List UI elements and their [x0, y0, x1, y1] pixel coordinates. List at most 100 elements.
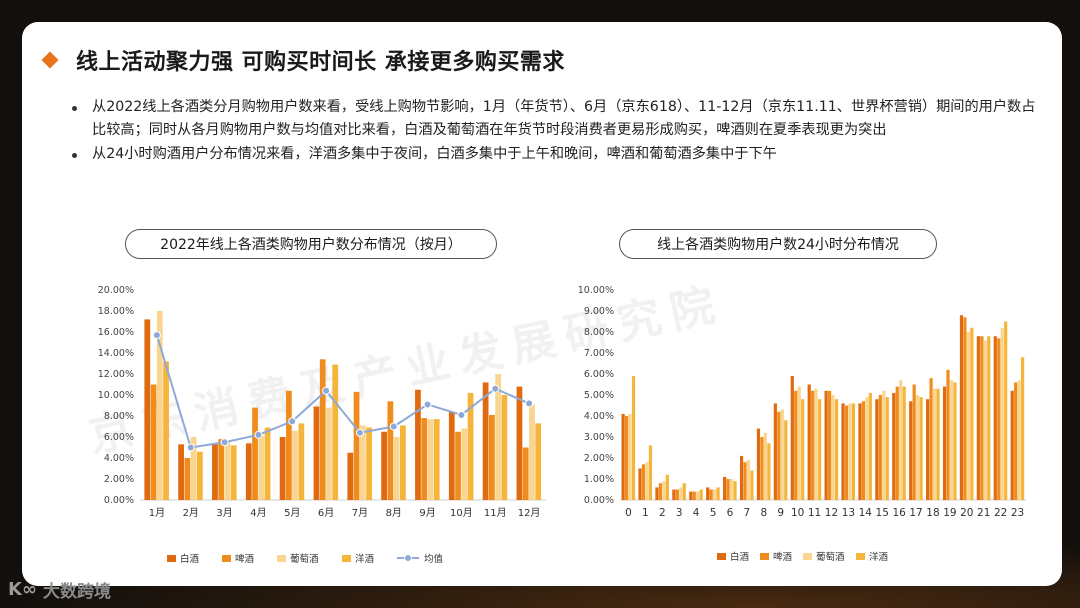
bar-啤酒: [946, 369, 950, 500]
bar-葡萄酒: [258, 435, 265, 500]
bar-洋酒: [648, 445, 653, 500]
bar-洋酒: [400, 425, 406, 500]
bar-洋酒: [501, 395, 508, 500]
bar-啤酒: [827, 390, 832, 500]
x-tick-label: 13: [842, 507, 855, 519]
x-tick-label: 21: [977, 507, 990, 519]
bar-白酒: [415, 389, 421, 500]
x-tick-label: 6: [727, 507, 734, 519]
bar-葡萄酒: [983, 340, 987, 500]
bar-葡萄酒: [359, 425, 366, 500]
y-tick-label: 16.00%: [98, 327, 134, 338]
diamond-bullet-icon: [41, 51, 59, 69]
bar-白酒: [858, 403, 862, 500]
bar-白酒: [942, 386, 947, 500]
bar-葡萄酒: [814, 388, 818, 500]
bar-葡萄酒: [393, 437, 400, 500]
bar-葡萄酒: [662, 481, 666, 500]
bar-白酒: [756, 428, 761, 500]
legend-swatch: [717, 553, 726, 560]
y-tick-label: 12.00%: [98, 369, 134, 380]
x-tick-label: 3月: [216, 507, 232, 519]
bar-洋酒: [163, 361, 169, 500]
bar-白酒: [773, 403, 777, 500]
y-tick-label: 4.00%: [104, 453, 134, 464]
bar-啤酒: [522, 447, 529, 500]
bar-白酒: [482, 382, 489, 500]
average-point: [355, 428, 364, 437]
y-tick-label: 8.00%: [104, 411, 134, 422]
bar-洋酒: [902, 386, 906, 500]
bar-葡萄酒: [292, 430, 299, 500]
bar-白酒: [347, 452, 354, 500]
x-tick-label: 9月: [419, 507, 435, 519]
bar-葡萄酒: [882, 390, 886, 500]
x-tick-label: 4月: [250, 507, 266, 519]
x-tick-label: 15: [876, 507, 889, 519]
average-line: [155, 334, 530, 449]
bar-洋酒: [197, 451, 203, 500]
y-tick-label: 20.00%: [98, 285, 134, 296]
bar-葡萄酒: [746, 460, 751, 500]
bar-洋酒: [682, 483, 686, 500]
legend-label: 葡萄酒: [816, 551, 845, 563]
bar-白酒: [824, 390, 828, 500]
bar-白酒: [739, 455, 744, 500]
bar-洋酒: [987, 336, 991, 500]
x-tick-label: 19: [943, 507, 956, 519]
bar-洋酒: [834, 399, 839, 500]
average-point: [186, 443, 195, 452]
bar-啤酒: [895, 386, 899, 500]
bar-白酒: [1010, 390, 1014, 500]
bar-葡萄酒: [831, 395, 835, 500]
legend-label: 白酒: [730, 551, 750, 563]
bar-啤酒: [861, 401, 866, 500]
bar-白酒: [841, 403, 845, 500]
bar-葡萄酒: [224, 441, 231, 500]
bar-啤酒: [455, 431, 461, 500]
x-tick-label: 22: [994, 507, 1007, 519]
y-tick-label: 2.00%: [584, 453, 614, 464]
bar-啤酒: [760, 437, 764, 500]
x-tick-label: 17: [909, 507, 922, 519]
y-tick-label: 5.00%: [584, 390, 614, 401]
bar-白酒: [875, 399, 879, 500]
x-tick-label: 5月: [284, 507, 300, 519]
bar-洋酒: [366, 427, 372, 500]
bar-白酒: [790, 376, 794, 500]
bar-洋酒: [699, 489, 703, 500]
bar-白酒: [245, 443, 252, 500]
y-tick-label: 6.00%: [584, 369, 614, 380]
bar-洋酒: [936, 388, 940, 500]
bar-葡萄酒: [780, 409, 784, 500]
bar-葡萄酒: [529, 404, 535, 500]
bar-啤酒: [743, 462, 747, 500]
x-tick-label: 12月: [518, 507, 541, 519]
bar-白酒: [672, 489, 676, 500]
bar-洋酒: [868, 392, 872, 500]
x-tick-label: 2: [659, 507, 666, 519]
bar-洋酒: [919, 397, 923, 500]
bar-葡萄酒: [461, 428, 468, 500]
logo-mark-icon: K∞: [8, 579, 37, 600]
x-tick-label: 11: [808, 507, 821, 519]
bar-白酒: [212, 444, 218, 500]
bar-啤酒: [641, 464, 646, 500]
bar-白酒: [448, 411, 455, 500]
bullet-list: 从2022线上各酒类分月购物用户数来看，受线上购物节影响，1月（年货节）、6月（…: [70, 96, 1045, 167]
bar-啤酒: [319, 359, 326, 500]
bar-啤酒: [963, 317, 967, 500]
y-tick-label: 0.00%: [104, 495, 134, 506]
bar-葡萄酒: [679, 487, 683, 500]
bar-葡萄酒: [156, 311, 163, 500]
x-tick-label: 10月: [450, 507, 473, 519]
monthly-chart-title: 2022年线上各酒类购物用户数分布情况（按月）: [125, 229, 497, 259]
bar-白酒: [959, 315, 964, 500]
x-tick-label: 8: [760, 507, 767, 519]
bar-葡萄酒: [848, 403, 852, 500]
x-tick-label: 7月: [352, 507, 368, 519]
legend-label: 啤酒: [773, 551, 793, 563]
bar-白酒: [976, 336, 980, 500]
average-point: [288, 417, 297, 426]
bar-葡萄酒: [932, 388, 937, 500]
